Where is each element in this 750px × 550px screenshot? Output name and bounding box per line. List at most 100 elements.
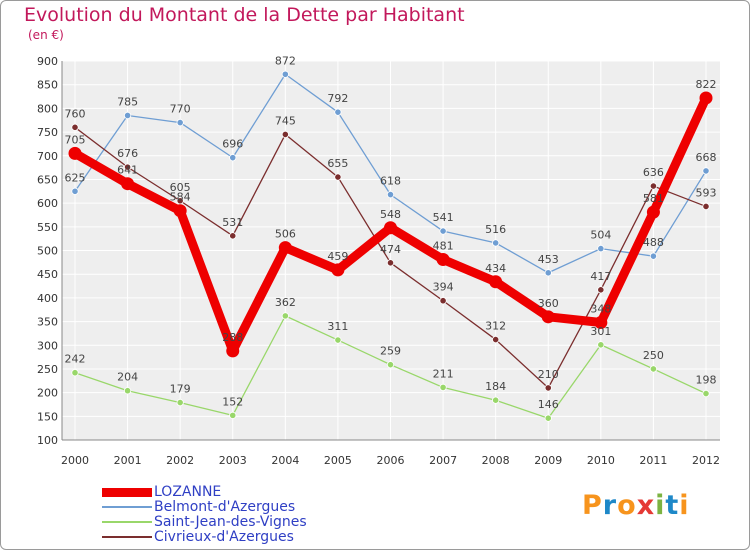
logo-letter: i [655,490,666,521]
data-label: 625 [65,171,86,184]
data-point [699,91,713,105]
x-tick-label: 2011 [639,454,667,467]
y-tick-label: 750 [37,126,58,139]
data-label: 210 [538,368,559,381]
data-label: 211 [433,367,454,380]
data-point [597,245,605,253]
data-label: 696 [222,138,243,151]
data-label: 488 [643,236,664,249]
data-label: 641 [117,164,138,177]
data-label: 770 [170,103,191,116]
data-label: 394 [433,281,454,294]
data-point [176,197,184,205]
data-point [544,269,552,277]
data-label: 506 [275,228,296,241]
logo-letter: o [617,490,637,521]
data-point [331,263,345,277]
legend-swatch-belmont [102,506,152,508]
data-point [226,344,240,358]
data-label: 676 [117,147,138,160]
data-label: 362 [275,296,296,309]
legend-label-belmont: Belmont-d'Azergues [154,499,296,515]
data-label: 584 [170,191,191,204]
logo-letter: x [636,490,656,521]
data-label: 481 [433,240,454,253]
data-point [68,146,82,160]
logo-letter: t [665,490,680,521]
data-point [334,336,342,344]
data-point [544,414,552,422]
data-point [702,389,710,398]
data-point [597,341,605,349]
data-point [649,252,658,260]
data-label: 705 [65,133,86,146]
y-tick-label: 700 [37,150,58,163]
data-point [173,204,187,218]
legend-label-lozanne: LOZANNE [154,484,222,500]
data-label: 581 [643,192,664,205]
data-label: 242 [65,353,86,366]
x-tick-label: 2002 [166,454,194,467]
proxiti-logo: Proxiti [582,490,690,521]
y-tick-label: 350 [37,316,58,329]
data-label: 785 [117,95,138,108]
data-point [439,227,447,235]
data-label: 605 [170,181,191,194]
data-point [176,118,184,127]
data-point [123,111,132,120]
y-tick-label: 450 [37,268,58,281]
data-label: 146 [538,398,559,411]
data-point [492,335,500,344]
x-tick-label: 2010 [587,454,615,467]
data-point [71,187,79,195]
data-point [594,316,608,330]
data-label: 184 [485,380,506,393]
data-point [649,182,658,190]
data-label: 179 [170,383,191,396]
data-label: 301 [590,325,611,338]
data-label: 822 [696,78,717,91]
data-label: 636 [643,166,664,179]
data-point [229,232,237,240]
data-point [386,259,395,267]
data-point [229,411,237,419]
logo-letter: i [679,490,690,521]
data-label: 152 [222,395,243,408]
data-label: 516 [485,223,506,236]
y-tick-label: 600 [37,197,58,210]
y-tick-label: 400 [37,292,58,305]
data-label: 531 [222,216,243,229]
y-tick-label: 100 [37,434,58,447]
data-point [71,123,79,131]
data-label: 872 [275,54,296,67]
data-label: 360 [538,297,559,310]
x-tick-label: 2001 [114,454,142,467]
legend-swatch-saint-jean [102,521,152,523]
data-label: 618 [380,175,401,188]
data-point [384,221,397,235]
x-tick-label: 2005 [324,454,352,467]
x-tick-label: 2012 [692,454,720,467]
y-tick-label: 250 [37,363,58,376]
legend-swatch-civrieux [102,536,152,538]
x-tick-label: 2008 [482,454,510,467]
data-point [281,312,289,320]
data-point [646,205,660,219]
data-label: 434 [485,262,506,275]
y-tick-label: 650 [37,173,58,186]
data-label: 655 [327,157,348,170]
data-label: 417 [590,270,611,283]
legend-label-saint-jean: Saint-Jean-des-Vignes [154,514,307,530]
y-tick-label: 300 [37,339,58,352]
data-point [489,275,503,289]
data-label: 250 [643,349,664,362]
data-point [439,383,447,392]
data-label: 792 [327,92,348,105]
data-point [229,154,237,162]
logo-letter: P [582,490,603,521]
data-point [436,253,450,267]
x-tick-label: 2007 [429,454,457,467]
data-label: 593 [696,186,717,199]
data-label: 541 [433,211,454,224]
